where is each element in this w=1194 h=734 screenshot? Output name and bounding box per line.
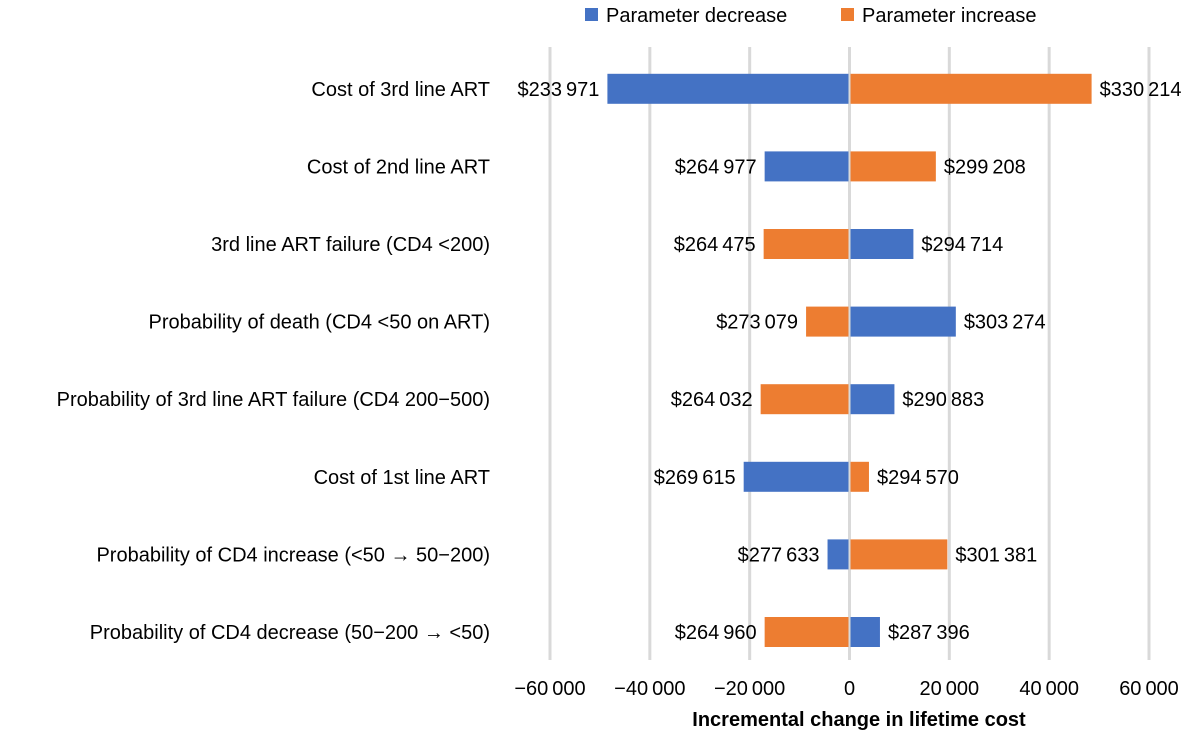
legend: Parameter decrease Parameter increase [585,5,1037,27]
legend-swatch-decrease [585,8,598,21]
data-label-left: $269 615 [654,467,736,489]
data-label-right: $299 208 [944,156,1026,178]
x-tick-label: 20 000 [920,678,980,700]
bar-increase [850,461,869,492]
data-label-right: $303 274 [964,312,1046,334]
bars [607,73,1092,647]
bar-decrease [827,539,849,570]
data-label-left: $273 079 [716,312,798,334]
bar-decrease [850,306,956,337]
data-label-right: $287 396 [888,622,970,644]
bar-decrease [850,229,914,259]
x-tick-label: 60 000 [1119,678,1179,700]
category-label: Probability of death (CD4 <50 on ART) [149,312,490,334]
data-label-right: $290 883 [902,389,984,411]
category-label: 3rd line ART failure (CD4 <200) [211,234,490,256]
bar-increase [850,151,936,182]
bar-decrease [850,617,880,647]
x-tick-label: −60 000 [514,678,585,700]
category-label: Cost of 2nd line ART [307,156,490,178]
data-label-right: $294 570 [877,467,959,489]
bar-increase [850,539,948,570]
category-label: Cost of 3rd line ART [311,79,490,101]
bar-decrease [764,151,849,182]
bar-increase [764,617,849,647]
bar-decrease [850,384,895,415]
x-tick-label: 0 [844,678,855,700]
bar-increase [806,306,849,337]
data-label-left: $264 032 [671,389,753,411]
grid-lines [548,47,1151,660]
category-label: Cost of 1st line ART [314,467,490,489]
category-label: Probability of 3rd line ART failure (CD4… [57,389,490,411]
data-label-left: $264 977 [675,156,757,178]
bar-increase [850,73,1092,104]
category-label: Probability of CD4 decrease (50−200 → <5… [90,622,490,644]
legend-swatch-increase [841,8,854,21]
category-label: Probability of CD4 increase (<50 → 50−20… [96,544,490,566]
data-labels: $233 971 $330 214 $264 977 $299 208 $264 475… [518,79,1182,644]
data-label-left: $233 971 [518,79,600,101]
legend-label-increase: Parameter increase [862,5,1037,27]
x-tick-label: 40 000 [1019,678,1079,700]
data-label-right: $301 381 [955,544,1037,566]
data-label-right: $330 214 [1100,79,1182,101]
bar-decrease [607,73,849,104]
data-label-right: $294 714 [921,234,1003,256]
bar-increase [763,229,849,259]
data-label-left: $264 960 [675,622,757,644]
x-axis-ticks: −60 000 −40 000 −20 000 0 20 000 40 000 60 000 [514,678,1178,700]
data-label-left: $264 475 [674,234,756,256]
x-tick-label: −40 000 [614,678,685,700]
data-label-left: $277 633 [738,544,820,566]
bar-increase [760,384,849,415]
x-tick-label: −20 000 [714,678,785,700]
category-labels: Cost of 3rd line ART Cost of 2nd line ART… [57,79,490,644]
legend-label-decrease: Parameter decrease [606,5,787,27]
x-axis-title: Incremental change in lifetime cost [692,709,1026,731]
bar-decrease [743,461,849,492]
